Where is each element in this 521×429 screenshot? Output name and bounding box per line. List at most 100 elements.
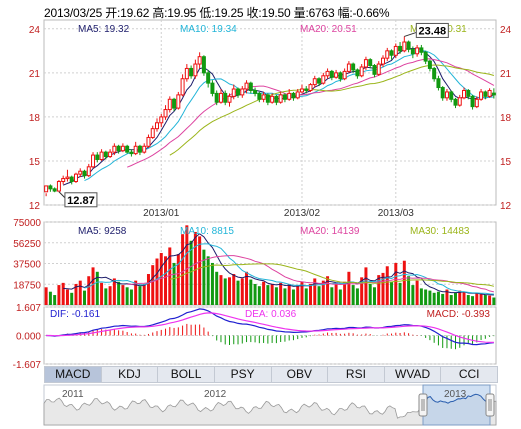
volume-bar <box>287 283 291 305</box>
candle-body <box>329 70 334 78</box>
tab-wvad[interactable]: WVAD <box>385 367 442 382</box>
navigator-panel[interactable]: 2011 2012 2013 <box>43 384 497 426</box>
candle-body <box>368 59 373 67</box>
candle-body <box>120 145 125 152</box>
tab-kdj[interactable]: KDJ <box>102 367 159 382</box>
price-y-tick-right: 24 <box>500 25 512 36</box>
tab-macd[interactable]: MACD <box>45 367 102 382</box>
volume-bar <box>343 281 347 305</box>
navigator-left-handle[interactable] <box>418 393 428 417</box>
volume-bar <box>428 290 432 305</box>
candle-body <box>359 66 364 77</box>
candle-body <box>282 94 287 100</box>
volume-bar <box>232 274 236 305</box>
candle-body <box>317 78 322 84</box>
candle-body <box>86 166 91 177</box>
volume-bar <box>266 285 270 305</box>
candle-body <box>308 84 313 91</box>
candle-body <box>393 45 398 56</box>
candle-body <box>487 89 492 97</box>
candle-body <box>214 92 219 103</box>
volume-bar <box>206 256 210 305</box>
volume-bar <box>202 249 206 305</box>
tab-cci[interactable]: CCI <box>458 367 480 381</box>
volume-bar <box>91 267 95 305</box>
volume-bar <box>338 289 342 305</box>
macd-legend-dif: DIF: -0.161 <box>50 309 100 320</box>
volume-bar <box>138 286 142 305</box>
candle-body <box>444 91 449 99</box>
volume-bar <box>257 286 261 305</box>
volume-bar <box>262 281 266 305</box>
candle-body <box>248 82 253 91</box>
volume-bar <box>390 281 394 305</box>
candle-body <box>342 70 347 80</box>
volume-bar <box>402 260 406 305</box>
candle-body <box>180 78 185 96</box>
volume-bar <box>112 278 116 305</box>
candle-body <box>91 154 96 168</box>
volume-bar <box>95 271 99 305</box>
tab-rsi[interactable]: RSI <box>328 367 385 382</box>
volume-bar <box>83 290 87 305</box>
volume-bar <box>117 281 121 305</box>
candle-body <box>453 98 458 106</box>
volume-bar <box>176 254 180 305</box>
candle-body <box>410 48 415 55</box>
navigator-right-handle[interactable] <box>485 393 495 417</box>
volume-bar <box>385 266 389 305</box>
candle-body <box>325 70 330 77</box>
volume-bar <box>70 292 74 305</box>
volume-bar <box>483 295 487 305</box>
tab-psy[interactable]: PSY <box>215 367 272 382</box>
candle-body <box>48 185 53 190</box>
macd-legend-macd: MACD: -0.393 <box>427 309 491 320</box>
candle-body <box>61 178 66 183</box>
candle-body <box>321 75 326 84</box>
candle-body <box>398 45 403 52</box>
quote-open: 开:19.62 <box>105 6 150 20</box>
price-panel: 24 24 21 21 18 18 15 15 12 12 2013/01 2013/02 2013/0… <box>29 19 512 219</box>
volume-bar <box>61 282 65 305</box>
quote-change: 幅:-0.66% <box>337 6 390 20</box>
price-x-tick: 2013/03 <box>378 208 415 219</box>
volume-bar <box>407 276 411 305</box>
candle-body <box>479 91 484 100</box>
price-y-tick-right: 12 <box>500 201 512 212</box>
candle-body <box>137 145 142 153</box>
candle-body <box>236 88 241 96</box>
volume-bar <box>462 291 466 305</box>
low-label: 12.87 <box>67 195 95 207</box>
volume-bar <box>223 278 227 305</box>
vol-legend-ma10: MA10: 8815 <box>180 226 234 237</box>
volume-panel: 75000 56250 37500 18750 MA5: 9258 MA10: 8815 M… <box>13 218 497 306</box>
volume-bar <box>193 231 197 305</box>
tab-obv[interactable]: OBV <box>272 367 329 382</box>
volume-y-tick: 75000 <box>13 218 41 229</box>
volume-bar <box>432 292 436 305</box>
volume-bar <box>142 283 146 305</box>
candle-body <box>381 57 385 65</box>
candle-body <box>112 145 117 153</box>
candle-body <box>167 98 172 111</box>
volume-bar <box>159 252 163 305</box>
candle-body <box>457 97 462 106</box>
tab-boll[interactable]: BOLL <box>158 367 215 382</box>
navigator-year-label: 2012 <box>204 389 227 400</box>
volume-bar <box>181 234 185 305</box>
volume-bar <box>249 279 253 305</box>
volume-bar <box>411 285 415 305</box>
candle-body <box>116 145 121 152</box>
volume-bar <box>198 236 202 305</box>
candle-body <box>56 181 61 192</box>
volume-bar <box>215 271 219 305</box>
candle-body <box>163 109 168 118</box>
vol-ma5-line <box>63 233 494 296</box>
price-y-tick-left: 24 <box>29 25 41 36</box>
volume-bar <box>185 225 189 305</box>
volume-bar <box>304 288 308 305</box>
candle-body <box>133 145 138 155</box>
volume-bar <box>155 258 159 305</box>
quote-volume: 量:6763 <box>293 6 335 20</box>
volume-bar <box>372 287 376 305</box>
